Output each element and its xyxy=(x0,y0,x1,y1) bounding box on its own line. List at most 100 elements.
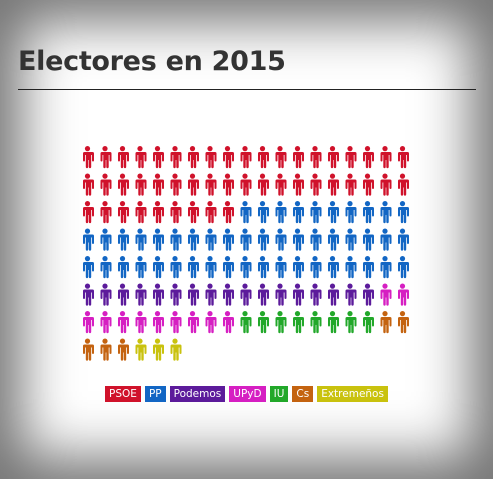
person-icon-podemos xyxy=(222,283,234,306)
person-icon-podemos xyxy=(205,283,217,306)
person-icon-psoe xyxy=(222,201,234,224)
person-icon-cs xyxy=(397,311,409,334)
legend-item-iu: IU xyxy=(269,386,289,402)
person-icon-psoe xyxy=(117,173,129,196)
person-icon-psoe xyxy=(117,146,129,169)
person-icon-pp xyxy=(380,201,392,224)
person-icon-pp xyxy=(327,228,339,251)
person-icon-psoe xyxy=(82,146,94,169)
person-icon-pp xyxy=(310,201,322,224)
person-icon-psoe xyxy=(345,146,357,169)
person-icon-pp xyxy=(100,256,112,279)
person-icon-upyd xyxy=(222,311,234,334)
person-icon-extremeños xyxy=(152,338,164,361)
person-icon-psoe xyxy=(170,201,182,224)
person-icon-psoe xyxy=(310,146,322,169)
person-icon-iu xyxy=(292,311,304,334)
person-icon-pp xyxy=(170,256,182,279)
person-icon-pp xyxy=(397,201,409,224)
chart-title: Electores en 2015 xyxy=(18,46,286,77)
person-icon-upyd xyxy=(170,311,182,334)
person-icon-podemos xyxy=(82,283,94,306)
person-icon-podemos xyxy=(327,283,339,306)
person-icon-pp xyxy=(310,228,322,251)
person-icon-pp xyxy=(275,228,287,251)
person-icon-pp xyxy=(397,228,409,251)
person-icon-pp xyxy=(292,201,304,224)
person-icon-psoe xyxy=(380,146,392,169)
person-icon-psoe xyxy=(275,173,287,196)
person-icon-psoe xyxy=(222,146,234,169)
person-icon-cs xyxy=(82,338,94,361)
person-icon-pp xyxy=(152,256,164,279)
person-icon-pp xyxy=(135,256,147,279)
person-icon-pp xyxy=(257,228,269,251)
person-icon-pp xyxy=(82,228,94,251)
person-icon-psoe xyxy=(292,146,304,169)
person-icon-psoe xyxy=(345,173,357,196)
person-icon-upyd xyxy=(380,283,392,306)
person-icon-cs xyxy=(380,311,392,334)
person-icon-upyd xyxy=(82,311,94,334)
person-icon-psoe xyxy=(380,173,392,196)
person-icon-psoe xyxy=(362,146,374,169)
person-icon-pp xyxy=(152,228,164,251)
person-icon-podemos xyxy=(170,283,182,306)
person-icon-pp xyxy=(362,201,374,224)
person-icon-cs xyxy=(117,338,129,361)
person-icon-psoe xyxy=(292,173,304,196)
person-icon-podemos xyxy=(362,283,374,306)
person-icon-upyd xyxy=(205,311,217,334)
person-icon-pp xyxy=(397,256,409,279)
person-icon-psoe xyxy=(152,201,164,224)
person-icon-pp xyxy=(222,256,234,279)
person-icon-pp xyxy=(327,201,339,224)
person-icon-psoe xyxy=(205,146,217,169)
person-icon-psoe xyxy=(205,201,217,224)
person-icon-podemos xyxy=(240,283,252,306)
person-icon-cs xyxy=(100,338,112,361)
person-icon-extremeños xyxy=(135,338,147,361)
person-icon-iu xyxy=(345,311,357,334)
person-icon-pp xyxy=(117,228,129,251)
person-icon-pp xyxy=(345,228,357,251)
person-icon-psoe xyxy=(100,146,112,169)
legend-item-pp: PP xyxy=(144,386,166,402)
person-icon-psoe xyxy=(362,173,374,196)
person-icon-psoe xyxy=(222,173,234,196)
person-icon-pp xyxy=(82,256,94,279)
person-icon-podemos xyxy=(275,283,287,306)
legend-item-cs: Cs xyxy=(292,386,314,402)
person-icon-podemos xyxy=(100,283,112,306)
person-icon-pp xyxy=(362,228,374,251)
person-icon-psoe xyxy=(240,146,252,169)
person-icon-psoe xyxy=(240,173,252,196)
person-icon-pp xyxy=(345,201,357,224)
person-icon-psoe xyxy=(397,146,409,169)
person-icon-podemos xyxy=(310,283,322,306)
person-icon-podemos xyxy=(292,283,304,306)
person-icon-psoe xyxy=(152,173,164,196)
person-icon-psoe xyxy=(275,146,287,169)
person-icon-pp xyxy=(362,256,374,279)
legend: PSOE PP Podemos UPyD IU Cs Extremeños xyxy=(0,386,493,402)
person-icon-psoe xyxy=(327,146,339,169)
person-icon-pp xyxy=(275,201,287,224)
person-icon-psoe xyxy=(117,201,129,224)
person-icon-pp xyxy=(292,256,304,279)
legend-item-psoe: PSOE xyxy=(105,386,141,402)
person-icon-pp xyxy=(380,256,392,279)
person-icon-podemos xyxy=(117,283,129,306)
person-icon-podemos xyxy=(135,283,147,306)
person-icon-pp xyxy=(117,256,129,279)
person-icon-psoe xyxy=(327,173,339,196)
person-icon-pp xyxy=(240,228,252,251)
person-icon-pp xyxy=(275,256,287,279)
person-icon-pp xyxy=(135,228,147,251)
person-icon-psoe xyxy=(170,146,182,169)
person-icon-psoe xyxy=(187,146,199,169)
person-icon-pp xyxy=(187,256,199,279)
person-icon-pp xyxy=(240,256,252,279)
person-icon-upyd xyxy=(152,311,164,334)
